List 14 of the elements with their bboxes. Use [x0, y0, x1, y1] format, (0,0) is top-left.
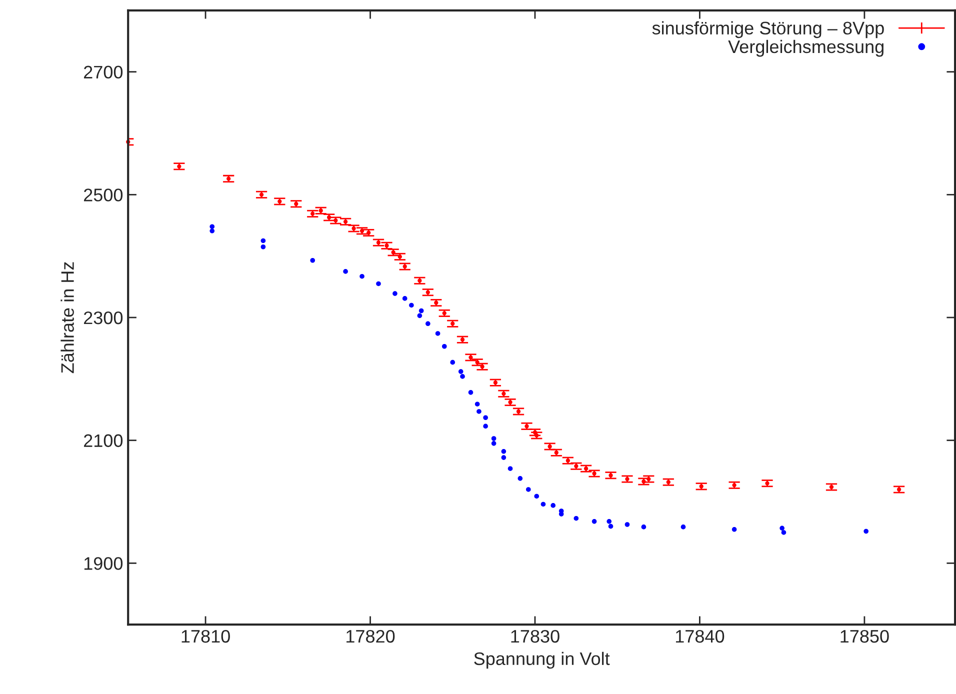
- y-tick-label: 2500: [84, 188, 123, 202]
- x-tick-label: 17830: [511, 630, 560, 643]
- y-tick-label: 2700: [84, 66, 123, 79]
- x-tick-label: 17840: [676, 630, 724, 643]
- x-tick-label: 17820: [346, 630, 395, 643]
- x-axis-title: Spannung in Volt: [474, 652, 610, 669]
- x-tick-label: 17850: [840, 630, 889, 643]
- legend-label: sinusförmige Störung – 8Vpp: [652, 21, 884, 38]
- y-axis-title: Zählrate in Hz: [60, 262, 74, 374]
- x-tick-label: 17810: [182, 630, 230, 643]
- y-tick-label: 1900: [84, 557, 123, 570]
- legend-label: Vergleichsmessung: [728, 40, 884, 57]
- y-tick-label: 2100: [84, 434, 123, 448]
- y-tick-label: 2300: [84, 311, 123, 324]
